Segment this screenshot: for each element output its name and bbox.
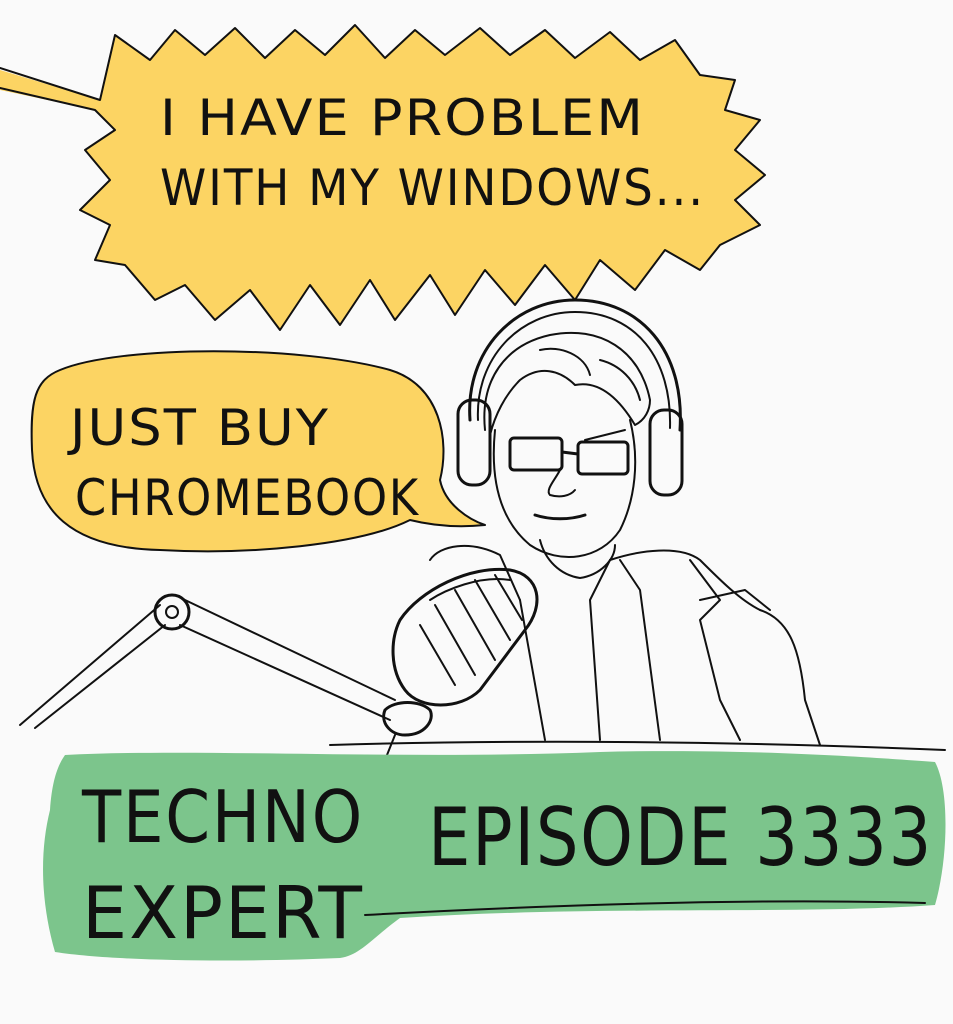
show-name-line-2: EXPERT (82, 871, 364, 955)
caller-line-1: I HAVE PROBLEM (160, 89, 645, 147)
host-character (429, 298, 821, 746)
caller-bubble-fill (0, 25, 765, 330)
host-nose (547, 469, 576, 498)
caller-bubble-outline (0, 24, 766, 331)
host-speech-bubble: JUST BUY CHROMEBOOK (30, 350, 486, 553)
host-face (492, 419, 637, 558)
desk-edge (329, 740, 946, 751)
host-line-2: CHROMEBOOK (75, 469, 420, 527)
banner-underline (364, 900, 926, 916)
host-neck (539, 539, 616, 579)
host-jacket (429, 544, 821, 746)
microphone-icon (19, 567, 539, 761)
banner-fill (43, 751, 946, 961)
caller-speech-bubble: I HAVE PROBLEM WITH MY WINDOWS... (0, 24, 766, 331)
show-banner: TECHNO EXPERT EPISODE 3333 (43, 751, 946, 961)
host-hair (483, 331, 651, 436)
host-bubble-outline (30, 350, 486, 553)
headphones-icon (456, 298, 684, 497)
caller-line-2: WITH MY WINDOWS... (160, 159, 705, 217)
host-line-1: JUST BUY (67, 399, 330, 457)
show-name-line-1: TECHNO (81, 775, 364, 859)
host-bubble-fill (31, 351, 485, 552)
host-mouth (533, 513, 587, 521)
episode-label: EPISODE 3333 (428, 791, 933, 884)
glasses-icon (508, 429, 630, 476)
